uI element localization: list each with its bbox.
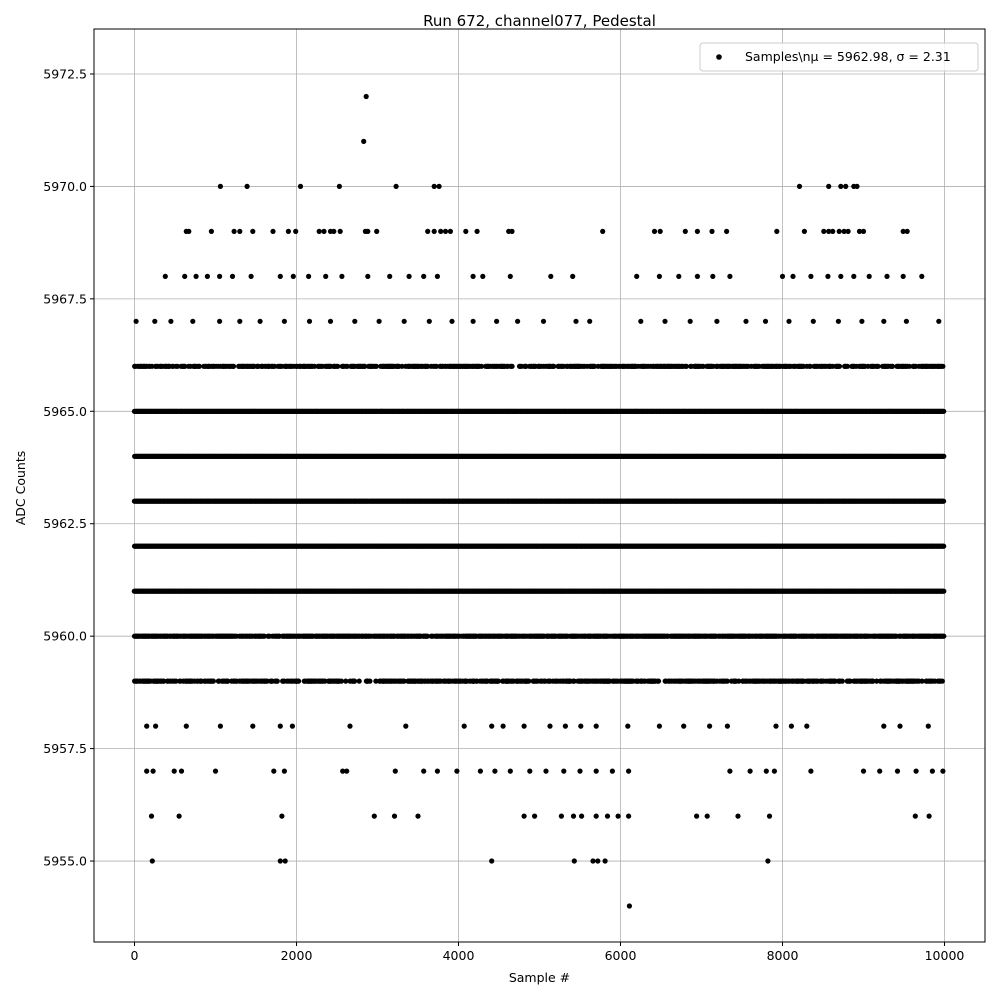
data-point (683, 363, 690, 369)
data-point (889, 363, 896, 369)
data-point (875, 363, 881, 369)
data-point (311, 363, 318, 369)
data-point (433, 363, 440, 369)
data-point (836, 363, 843, 369)
data-point (335, 363, 341, 369)
data-point (807, 363, 813, 369)
data-point (373, 363, 379, 369)
data-points (131, 93, 947, 909)
data-point (231, 363, 237, 369)
data-point (399, 363, 405, 369)
data-point (174, 363, 181, 369)
data-point (941, 498, 947, 504)
data-point (196, 363, 202, 369)
data-point (940, 363, 946, 369)
data-point (941, 408, 947, 414)
data-point (844, 363, 851, 369)
data-point (592, 363, 598, 369)
data-point (479, 363, 485, 369)
data-point (700, 363, 706, 369)
data-point (182, 363, 188, 369)
data-point (941, 453, 947, 459)
data-point (906, 363, 912, 369)
data-point (551, 363, 557, 369)
data-point (509, 363, 515, 369)
data-point (344, 363, 350, 369)
data-point (362, 363, 368, 369)
